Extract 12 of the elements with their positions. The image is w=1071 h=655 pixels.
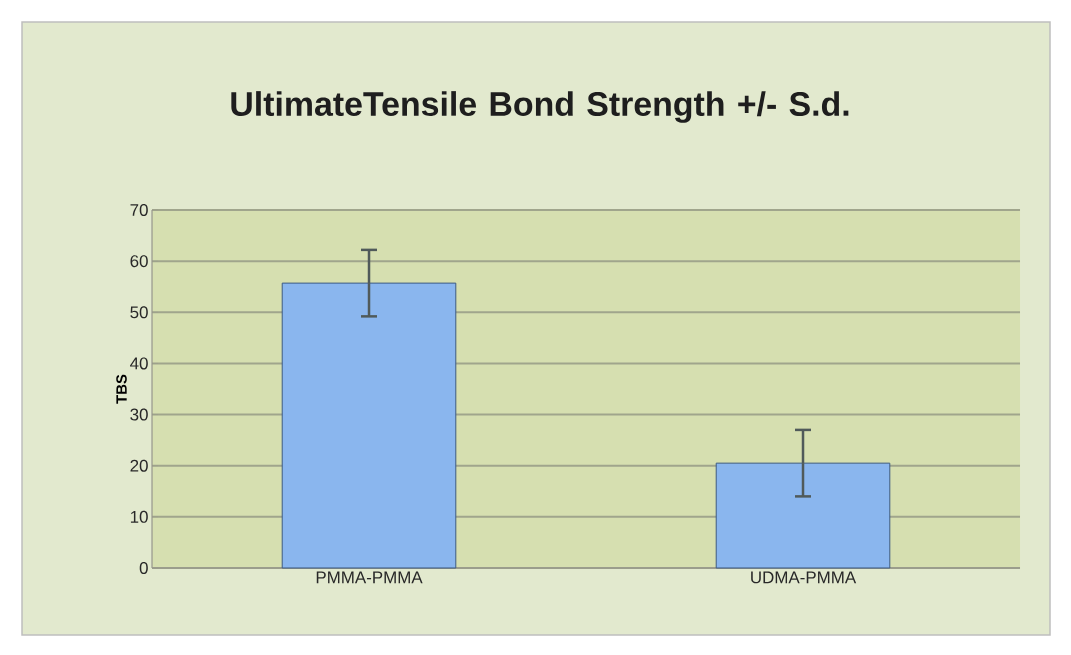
y-tick-label: 70 — [130, 203, 148, 216]
y-tick-label: 30 — [130, 408, 148, 421]
y-tick-label: 10 — [130, 510, 148, 523]
y-axis-title: TBS — [116, 374, 127, 404]
y-tick-label: 20 — [130, 459, 148, 472]
y-tick-label: 40 — [130, 357, 148, 370]
y-tick-label: 60 — [130, 255, 148, 268]
chart-title: UltimateTensile Bond Strength +/- S.d. — [231, 91, 849, 123]
y-tick-label: 0 — [139, 561, 148, 574]
x-tick-label: UDMA-PMMA — [751, 571, 857, 584]
y-tick-label: 50 — [130, 306, 148, 319]
x-tick-label: PMMA-PMMA — [316, 571, 423, 584]
